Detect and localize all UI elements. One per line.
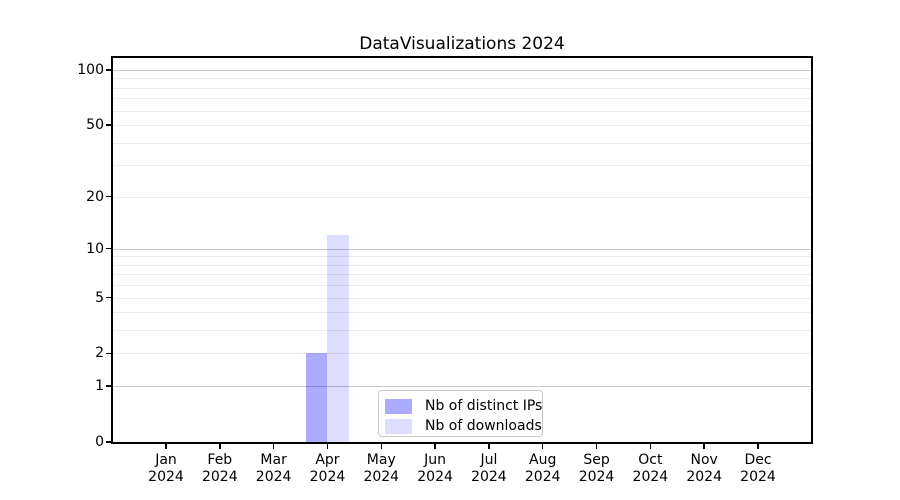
- x-tick-label: Oct 2024: [620, 452, 680, 485]
- x-tick-month: Mar: [260, 452, 287, 468]
- x-tick-mark: [326, 444, 329, 449]
- plot-area: [111, 56, 813, 444]
- x-tick-label: May 2024: [351, 452, 411, 485]
- gridline-minor: [113, 274, 811, 276]
- gridline-minor: [113, 312, 811, 314]
- x-tick-label: Dec 2024: [728, 452, 788, 485]
- x-tick-mark: [703, 444, 705, 449]
- x-tick-mark: [165, 444, 167, 449]
- x-tick-month: Dec: [744, 452, 772, 468]
- x-tick-label: Jul 2024: [459, 452, 519, 485]
- x-tick-month: Nov: [690, 452, 718, 468]
- x-tick-year: 2024: [363, 468, 400, 485]
- x-tick-year: 2024: [201, 468, 238, 485]
- x-tick-mark: [272, 444, 275, 449]
- y-tick-mark: [106, 296, 113, 299]
- gridline-major: [113, 386, 811, 388]
- x-tick-year: 2024: [632, 468, 669, 485]
- y-tick-label: 20: [86, 188, 104, 205]
- y-tick-mark: [106, 124, 113, 126]
- gridline-minor: [113, 330, 811, 332]
- x-tick-mark: [541, 444, 544, 449]
- x-tick-month: Jul: [480, 452, 498, 468]
- x-tick-label: Aug 2024: [513, 452, 573, 485]
- y-tick-mark: [106, 247, 113, 250]
- legend-label: Nb of distinct IPs: [425, 398, 543, 414]
- x-tick-mark: [757, 444, 759, 449]
- chart-title: DataVisualizations 2024: [359, 34, 565, 54]
- legend-swatch: [385, 398, 412, 414]
- x-tick-label: Jun 2024: [405, 452, 465, 485]
- x-tick-label: Mar 2024: [244, 452, 304, 485]
- x-tick-mark: [380, 444, 383, 449]
- x-tick-label: Jan 2024: [136, 452, 196, 485]
- x-tick-year: 2024: [255, 468, 292, 485]
- x-tick-month: Aug: [529, 452, 557, 468]
- gridline-minor: [113, 353, 811, 355]
- gridline-major: [113, 69, 811, 71]
- x-tick-mark: [649, 444, 652, 449]
- y-tick-label: 10: [86, 240, 104, 257]
- x-tick-year: 2024: [148, 468, 184, 485]
- gridline-minor: [113, 297, 811, 299]
- x-tick-mark: [434, 444, 436, 449]
- gridline-minor: [113, 285, 811, 287]
- x-tick-month: Jun: [424, 452, 447, 468]
- y-tick-mark: [106, 441, 113, 443]
- legend-label: Nb of downloads: [425, 418, 542, 434]
- x-tick-mark: [488, 444, 490, 449]
- x-tick-year: 2024: [578, 468, 615, 485]
- gridline-minor: [113, 125, 811, 127]
- x-tick-month: Feb: [207, 452, 233, 468]
- bar-distinct-ips: [305, 353, 328, 442]
- y-tick-mark: [106, 195, 113, 198]
- x-tick-month: Oct: [638, 452, 663, 468]
- y-tick-label: 5: [95, 289, 104, 306]
- x-tick-year: 2024: [740, 468, 776, 485]
- gridline-minor: [113, 78, 811, 80]
- gridline-minor: [113, 165, 811, 167]
- x-tick-year: 2024: [309, 468, 346, 485]
- x-tick-year: 2024: [417, 468, 453, 485]
- y-tick-label: 100: [77, 61, 104, 78]
- y-tick-mark: [106, 385, 113, 387]
- x-tick-year: 2024: [524, 468, 561, 485]
- x-tick-label: Feb 2024: [190, 452, 250, 485]
- x-tick-month: May: [366, 452, 396, 468]
- legend-entry: Nb of distinct IPs: [385, 398, 542, 414]
- legend-swatch: [385, 418, 412, 434]
- y-tick-label: 0: [95, 434, 104, 450]
- x-tick-month: Jan: [155, 452, 177, 468]
- legend: Nb of distinct IPs Nb of downloads: [378, 390, 543, 437]
- x-tick-label: Nov 2024: [674, 452, 734, 485]
- gridline-minor: [113, 98, 811, 100]
- y-tick-mark: [106, 69, 113, 71]
- y-tick-mark: [106, 352, 113, 355]
- gridline-minor: [113, 110, 811, 112]
- gridline-minor: [113, 256, 811, 258]
- x-tick-label: Sep 2024: [567, 452, 627, 485]
- gridline-major: [113, 248, 811, 250]
- x-tick-label: Apr 2024: [297, 452, 357, 485]
- x-tick-mark: [595, 444, 598, 449]
- x-tick-year: 2024: [686, 468, 722, 485]
- y-tick-label: 1: [95, 378, 104, 395]
- y-tick-label: 2: [95, 345, 104, 362]
- legend-entry: Nb of downloads: [385, 418, 542, 434]
- gridline-minor: [113, 87, 811, 89]
- y-tick-label: 50: [86, 117, 104, 134]
- gridline-minor: [113, 196, 811, 198]
- gridline-minor: [113, 264, 811, 266]
- x-tick-year: 2024: [471, 468, 507, 485]
- x-tick-month: Sep: [583, 452, 610, 468]
- x-tick-mark: [219, 444, 221, 449]
- x-tick-month: Apr: [315, 452, 340, 468]
- bar-downloads: [327, 235, 349, 442]
- gridline-minor: [113, 142, 811, 144]
